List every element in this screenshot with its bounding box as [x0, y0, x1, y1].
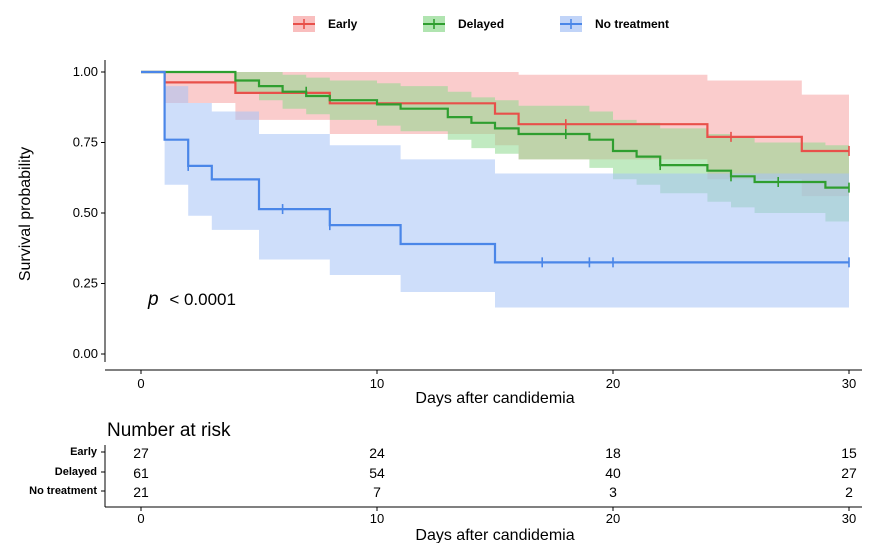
risk-count: 40: [605, 465, 621, 481]
risk-group-label: Delayed: [55, 466, 97, 478]
ci-band-no-treatment: [141, 72, 849, 308]
risk-x-tick-label: 10: [370, 511, 384, 526]
legend-label: Delayed: [458, 17, 504, 31]
x-tick-label: 10: [370, 376, 384, 391]
risk-count: 27: [841, 465, 857, 481]
p-value: < 0.0001: [169, 290, 236, 309]
x-axis-title: Days after candidemia: [415, 390, 574, 407]
risk-count: 61: [133, 465, 149, 481]
legend-label: Early: [328, 17, 358, 31]
risk-group-label: No treatment: [29, 485, 97, 497]
y-tick-label: 0.00: [73, 346, 98, 361]
y-axis-title: Survival probability: [17, 147, 34, 281]
x-tick-label: 20: [606, 376, 620, 391]
risk-table-title: Number at risk: [107, 420, 231, 441]
risk-group-label: Early: [70, 446, 98, 458]
p-value-annotation: p < 0.0001: [147, 289, 236, 310]
y-tick-label: 0.50: [73, 205, 98, 220]
risk-count: 27: [133, 445, 149, 461]
risk-x-axis-title: Days after candidemia: [415, 527, 574, 543]
legend-label: No treatment: [595, 17, 669, 31]
axes: 0.00 0.25 0.50 0.75 1.00 0 10 20 30: [73, 60, 862, 391]
y-tick-label: 0.25: [73, 276, 98, 291]
legend: Early Delayed No treatment: [293, 16, 669, 32]
curve-delayed: [141, 70, 849, 189]
risk-count: 54: [369, 465, 385, 481]
curve-no-treatment: [141, 70, 849, 264]
risk-count: 24: [369, 445, 385, 461]
x-tick-label: 0: [137, 376, 144, 391]
censor-marks: [187, 86, 850, 268]
curve-early: [141, 70, 849, 153]
y-tick-label: 1.00: [73, 64, 98, 79]
confidence-bands: [141, 72, 849, 308]
risk-count: 7: [373, 484, 381, 500]
risk-count: 21: [133, 484, 149, 500]
risk-count: 2: [845, 484, 853, 500]
p-symbol: p: [147, 289, 159, 310]
risk-count: 18: [605, 445, 621, 461]
risk-x-tick-label: 0: [137, 511, 144, 526]
plot-area: [141, 70, 850, 308]
risk-count: 3: [609, 484, 617, 500]
risk-x-tick-label: 30: [842, 511, 856, 526]
y-tick-label: 0.75: [73, 135, 98, 150]
risk-x-tick-label: 20: [606, 511, 620, 526]
survival-curves: [141, 70, 849, 264]
x-tick-label: 30: [842, 376, 856, 391]
risk-count: 15: [841, 445, 857, 461]
